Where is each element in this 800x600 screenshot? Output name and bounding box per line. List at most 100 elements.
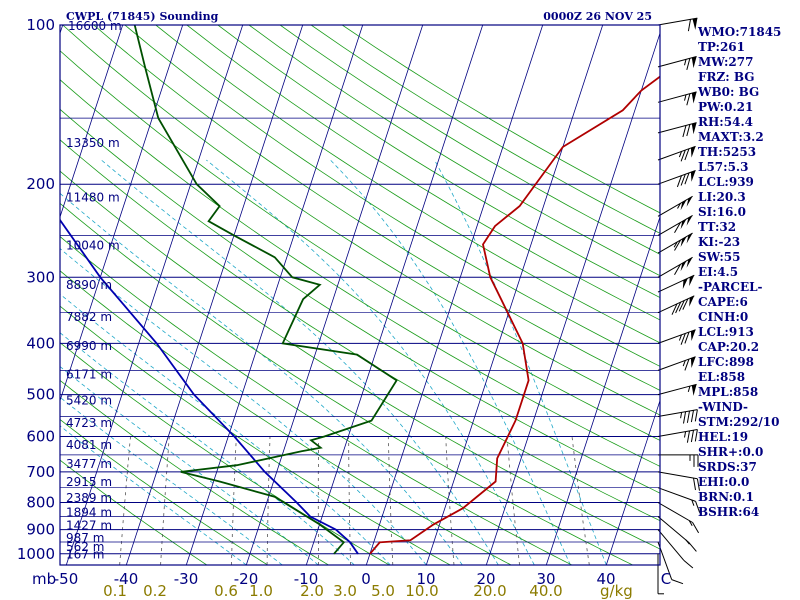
wind-barb — [657, 56, 697, 71]
dry-adiabat-line — [60, 108, 660, 494]
mixing-ratio-tick-label: 3.0 — [333, 582, 357, 600]
index-line: KI:-23 — [698, 235, 740, 249]
isotherm-line — [185, 25, 364, 565]
wind-barb — [657, 295, 695, 315]
wind-barb — [657, 232, 693, 254]
height-tick-label: 6990 m — [66, 339, 112, 353]
temperature-tick-label: -20 — [234, 570, 259, 588]
temperature-tick-label: 10 — [416, 570, 435, 588]
dewpoint-line — [133, 25, 398, 555]
height-tick-label: 10040 m — [66, 238, 120, 252]
wind-barb — [658, 454, 699, 467]
pressure-tick-label: 1000 — [17, 545, 55, 563]
mixing-ratio-labels: 0.1 0.2 0.6 1.0 2.0 3.0 5.0 10.0 20.0 40.0 g/kg — [103, 582, 633, 600]
dry-adiabat-line — [60, 236, 573, 565]
height-tick-label: 5420 m — [66, 394, 112, 408]
height-tick-label: 562 m — [66, 540, 104, 554]
pressure-tick-label: 800 — [26, 494, 55, 512]
dry-adiabats — [60, 25, 660, 565]
mixing-ratio-tick-label: 5.0 — [371, 582, 395, 600]
wind-barb — [657, 383, 697, 396]
dry-adiabat-line — [155, 25, 660, 344]
temperature-labels: -50 -40 -30 -20 -10 0 10 20 30 40 C — [54, 570, 671, 588]
dry-adiabat-line — [279, 25, 660, 255]
isotherm-line — [425, 25, 604, 565]
index-line: SRDS:37 — [698, 460, 757, 474]
dry-adiabat-line — [124, 25, 660, 367]
dry-adiabat-line — [60, 202, 633, 565]
index-line: HEL:19 — [698, 430, 748, 444]
pressure-tick-label: 200 — [26, 175, 55, 193]
height-tick-label: 3477 m — [66, 457, 112, 471]
index-line: BSHR:64 — [698, 505, 759, 519]
temperature-line — [369, 75, 660, 555]
index-line: TH:5253 — [698, 145, 756, 159]
index-line: LCL:939 — [698, 175, 754, 189]
mixing-ratio-tick-label: 40.0 — [529, 582, 562, 600]
wind-barb — [657, 471, 700, 491]
pressure-tick-label: 100 — [26, 16, 55, 34]
height-tick-label: 8890 m — [66, 278, 112, 292]
height-tick-label: 13350 m — [66, 136, 120, 150]
height-tick-label: 4723 m — [66, 416, 112, 430]
isotherm-line — [65, 25, 244, 565]
wind-barb — [657, 122, 697, 138]
index-line: L57:5.3 — [698, 160, 748, 174]
index-line: SI:16.0 — [698, 205, 746, 219]
index-line: STM:292/10 — [698, 415, 779, 429]
wind-barb — [657, 145, 696, 162]
index-line: WMO:71845 — [697, 25, 781, 39]
wind-barb — [657, 516, 697, 552]
moist-adiabat-line — [60, 248, 427, 565]
moist-adiabat-line — [60, 425, 247, 565]
moist-adiabat-line — [60, 396, 283, 565]
dry-adiabat-line — [60, 305, 451, 565]
index-line: BRN:0.1 — [698, 490, 754, 504]
isotherm-line — [245, 25, 424, 565]
moist-adiabat-line — [60, 293, 391, 565]
pressure-tick-label: 600 — [26, 428, 55, 446]
isotherm-line — [125, 25, 304, 565]
index-line: WB0: BG — [697, 85, 759, 99]
wind-barb — [657, 553, 664, 595]
sounding-time: 0000Z 26 NOV 25 — [543, 10, 652, 23]
index-line: -PARCEL- — [698, 280, 763, 294]
index-line: MPL:858 — [698, 385, 758, 399]
index-line: TP:261 — [698, 40, 745, 54]
moist-adiabat-line — [101, 159, 499, 565]
wind-barb — [657, 409, 698, 424]
dry-adiabat-line — [60, 270, 512, 565]
isobars — [60, 25, 660, 555]
pressure-tick-label: 400 — [26, 334, 55, 352]
dry-adiabat-line — [60, 170, 660, 550]
dry-adiabat-line — [93, 25, 660, 391]
index-line: -WIND- — [698, 400, 748, 414]
isotherm-line — [305, 25, 484, 565]
wind-barbs — [657, 17, 701, 595]
temperature-tick-label: -40 — [114, 570, 139, 588]
wind-barb — [657, 170, 696, 188]
plot-area — [60, 25, 660, 565]
dry-adiabat-line — [60, 139, 660, 522]
temperature-tick-label: -30 — [174, 570, 199, 588]
index-line: LFC:898 — [698, 355, 754, 369]
height-tick-label: 167 m — [66, 547, 104, 561]
pressure-tick-label: 300 — [26, 268, 55, 286]
mixing-ratio-tick-label: g/kg — [600, 582, 633, 600]
index-line: LCL:913 — [698, 325, 754, 339]
moist-adiabat-line — [60, 332, 355, 565]
temperature-trace — [369, 75, 660, 555]
isotherm-line — [60, 25, 124, 219]
mixing-ratio-tick-label: 0.1 — [103, 582, 127, 600]
wind-barb — [657, 502, 700, 534]
dry-adiabat-line — [60, 459, 208, 565]
wind-barb — [657, 429, 698, 443]
parcel-trace — [60, 218, 359, 555]
isotherm-line — [605, 399, 660, 565]
index-line: MAXT:3.2 — [698, 130, 764, 144]
pressure-labels: 100 200 300 400 500 600 700 800 900 1000 — [17, 16, 55, 563]
wind-barb — [657, 256, 693, 278]
dry-adiabat-line — [248, 25, 660, 277]
wind-barb — [657, 195, 693, 217]
height-tick-label: 1427 m — [66, 519, 112, 533]
